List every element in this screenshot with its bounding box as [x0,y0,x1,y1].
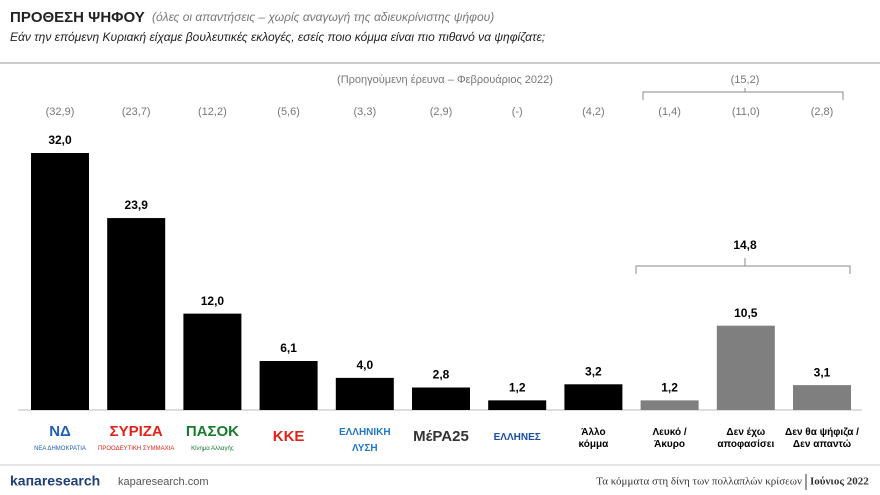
category-line: Άλλο [581,427,605,438]
category-line: αποφασίσει [717,439,774,450]
previous-label: (2,9) [430,106,453,118]
value-label: 32,0 [48,133,72,147]
chart-title: ΠΡΟΘΕΣΗ ΨΗΦΟΥ [10,9,145,26]
previous-label: (5,6) [277,106,300,118]
category-line: ΠΑΣΟΚ [186,423,239,440]
bar [564,384,623,410]
category-label: Λευκό / Άκυρο [653,427,687,450]
value-label: 4,0 [356,358,373,372]
group-previous-bracket [642,91,844,100]
value-label: 3,2 [585,364,602,378]
category-label: ΕΛΛΗΝΙΚΗ ΛΥΣΗ [339,427,391,454]
value-label: 6,1 [280,341,297,355]
previous-label: (4,2) [582,106,605,118]
footer-brand: kaпaresearch [10,473,100,489]
bar [640,400,699,410]
category-line: ΜέΡΑ25 [413,428,469,445]
question: Εάν την επόμενη Κυριακή είχαμε βουλευτικ… [10,30,545,44]
value-label: 23,9 [125,198,149,212]
category-line: Δεν θα ψήφιζα / [785,427,859,438]
bar [793,385,851,410]
category-label: Δεν έχω αποφασίσει [717,427,774,450]
category-line: ΕΛΛΗΝΙΚΗ [339,427,391,438]
group-total: 14,8 [733,238,757,252]
subtitle: (όλες οι απαντήσεις – χωρίς αναγωγή της … [152,10,494,24]
previous-label: (32,9) [46,106,75,118]
footer-site: kaparesearch.com [118,476,209,488]
value-label: 10,5 [734,306,758,320]
value-label: 2,8 [433,368,450,382]
group-previous: (15,2) [731,74,760,86]
category-label: ΣΥΡΙΖΑ ΠΡΟΟΔΕΥΤΙΚΗ ΣΥΜΜΑΧΙΑ [98,423,174,452]
category-label: ΠΑΣΟΚ Κίνημα Αλλαγής [186,423,239,452]
bar [716,325,775,410]
bar [259,361,318,410]
category-line: Δεν έχω [726,427,765,438]
bar [183,313,242,410]
bar [412,387,470,410]
previous-label: (2,8) [811,106,834,118]
category-line: Δεν απαντώ [793,439,852,450]
category-line: ΝΔ [49,423,71,440]
bar [488,400,547,410]
footer-text: Τα κόμματα στη δίνη των πολλαπλών κρίσεω… [596,476,802,488]
category-line: ΠΡΟΟΔΕΥΤΙΚΗ ΣΥΜΜΑΧΙΑ [98,446,174,452]
category-label: Δεν θα ψήφιζα / Δεν απαντώ [785,427,859,450]
value-label: 1,2 [661,381,678,395]
bar [335,377,394,410]
category-line: ΕΛΛΗΝΕΣ [494,432,541,443]
category-label: ΕΛΛΗΝΕΣ [494,432,541,443]
value-label: 1,2 [509,381,526,395]
category-line: ΚΚΕ [273,428,305,445]
category-line: ΛΥΣΗ [352,443,378,454]
footer-date: Ιούνιος 2022 [810,476,869,488]
bar [31,153,89,410]
category-line: κόμμα [579,439,610,450]
category-line: Λευκό / [653,427,687,438]
category-line: Άκυρο [654,439,685,450]
category-line: ΣΥΡΙΖΑ [110,423,163,440]
previous-label: (3,3) [353,106,376,118]
previous-label: (-) [512,106,523,118]
previous-label: (23,7) [122,106,151,118]
category-line: Κίνημα Αλλαγής [191,445,234,452]
category-line: ΝΕΑ ΔΗΜΟΚΡΑΤΙΑ [34,446,86,452]
category-label: ΜέΡΑ25 [413,428,469,445]
bar [107,218,166,410]
previous-label: (12,2) [198,106,227,118]
category-label: ΝΔ ΝΕΑ ΔΗΜΟΚΡΑΤΙΑ [34,423,86,452]
category-label: Άλλο κόμμα [579,427,610,450]
value-label: 3,1 [814,365,831,379]
previous-label: (1,4) [658,106,681,118]
category-label: ΚΚΕ [273,428,305,445]
value-label: 12,0 [201,294,225,308]
previous-note: (Προηγούμενη έρευνα – Φεβρουάριος 2022) [337,74,553,86]
previous-label: (11,0) [732,106,760,118]
group-total-bracket [635,265,851,274]
